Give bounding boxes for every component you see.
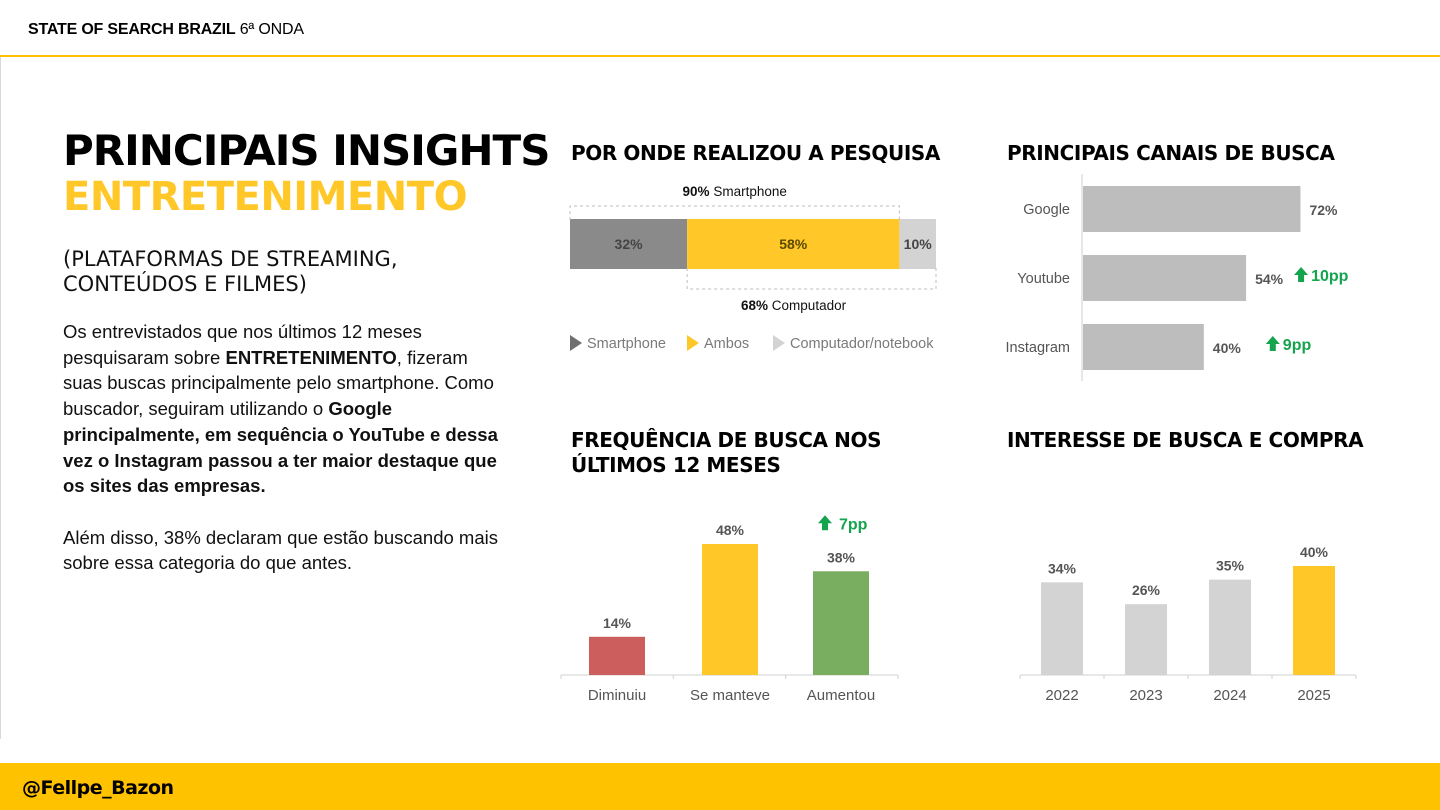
p1-bold-d: Google principalmente, em sequência o Yo… [63, 398, 498, 497]
category-title: ENTRETENIMENTO [63, 174, 468, 220]
channel-value-instagram: 40% [1213, 340, 1242, 356]
report-edition: 6ª ONDA [239, 21, 304, 38]
interest-value-1: 34% [1048, 560, 1077, 576]
interest-value-4: 40% [1300, 544, 1329, 560]
computer-total-text: Computador [772, 298, 847, 313]
frequency-category-2: Se manteve [690, 687, 770, 704]
stack-label-2: 58% [779, 236, 808, 252]
computer-total-pct: 68% [741, 298, 772, 313]
p1-text-c: , fizeram suas buscas principalmente pel… [63, 346, 494, 420]
interest-bar-chart: 34% 2022 26% 2023 35% 2024 40% 2025 [1019, 544, 1357, 704]
frequency-category-3: Aumentou [807, 687, 875, 704]
channel-label-google: Google [1023, 202, 1070, 218]
interest-value-3: 35% [1216, 558, 1245, 574]
smartphone-total-bracket [569, 205, 900, 220]
category-subtitle: (PLATAFORMAS DE STREAMING, CONTEÚDOS E F… [63, 247, 483, 297]
frequency-title-line-1: FREQUÊNCIA DE BUSCA NOS [571, 428, 882, 452]
interest-value-2: 26% [1132, 582, 1161, 598]
insights-body: Os entrevistados que nos últimos 12 mese… [63, 319, 503, 576]
frequency-chart-title: FREQUÊNCIA DE BUSCA NOS ÚLTIMOS 12 MESES [571, 428, 882, 478]
frequency-bar-chart: 14% Diminuiu 48% Se manteve 38% Aumentou 7pp [560, 515, 899, 704]
stack-label-3: 10% [904, 236, 933, 252]
interest-bar-4 [1293, 566, 1335, 675]
interest-category-3: 2024 [1213, 687, 1246, 704]
frequency-change-arrow-icon [818, 515, 832, 531]
interest-bar-1 [1041, 582, 1083, 675]
frequency-value-3: 38% [827, 549, 856, 565]
interest-category-4: 2025 [1297, 687, 1330, 704]
channel-bar-instagram [1083, 324, 1204, 370]
legend-label-2: Ambos [704, 336, 749, 352]
interest-bar-3 [1209, 579, 1251, 675]
channel-change-arrow-icon [1265, 336, 1280, 351]
computer-total-label: 68% Computador [741, 298, 847, 313]
report-title: STATE OF SEARCH BRAZIL 6ª ONDA [28, 21, 304, 39]
legend-marker-1 [570, 335, 582, 351]
device-stacked-chart: 32% 58% 10% 90% Smartphone 68% Computador Sma… [569, 184, 937, 352]
left-divider [0, 57, 1, 739]
header-bar: STATE OF SEARCH BRAZIL 6ª ONDA [0, 0, 1440, 57]
legend-label-3: Computador/notebook [790, 336, 934, 352]
frequency-category-1: Diminuiu [588, 687, 646, 704]
insights-paragraph-2: Além disso, 38% declaram que estão busca… [63, 526, 498, 574]
interest-bar-2 [1125, 604, 1167, 675]
channel-value-youtube: 54% [1255, 271, 1284, 287]
p1-bold-b: ENTRETENIMENTO [225, 346, 397, 368]
computer-total-bracket [686, 268, 937, 290]
legend-marker-2 [687, 335, 699, 351]
subtitle-line-2: CONTEÚDOS E FILMES) [63, 272, 307, 296]
insights-paragraph-1: Os entrevistados que nos últimos 12 mese… [63, 319, 503, 499]
frequency-bar-2 [702, 544, 758, 675]
channel-bar-youtube [1083, 255, 1247, 301]
legend-marker-3 [773, 335, 785, 351]
frequency-bar-3 [813, 571, 869, 675]
frequency-bar-1 [589, 636, 645, 675]
legend-label-1: Smartphone [587, 336, 666, 352]
channel-label-youtube: Youtube [1017, 271, 1070, 287]
channel-bar-google [1083, 186, 1301, 232]
stack-segment-ambos [687, 219, 900, 269]
interest-category-2: 2023 [1129, 687, 1162, 704]
p1-text-a: Os entrevistados que nos últimos 12 mese… [63, 321, 422, 368]
frequency-title-line-2: ÚLTIMOS 12 MESES [571, 453, 781, 477]
channel-change-instagram: 9pp [1283, 337, 1312, 354]
channel-label-instagram: Instagram [1006, 340, 1070, 356]
stack-segment-smartphone [570, 219, 688, 269]
smartphone-total-pct: 90% [683, 184, 714, 199]
frequency-change-3: 7pp [839, 516, 868, 533]
device-chart-title: POR ONDE REALIZOU A PESQUISA [571, 141, 940, 165]
stack-segment-computador-notebook [899, 219, 936, 269]
channel-change-arrow-icon [1294, 267, 1309, 282]
footer-bar: @Fellpe_Bazon [0, 763, 1440, 810]
frequency-value-1: 14% [603, 615, 632, 631]
channels-bar-chart: Google 72% Youtube 54% 10pp Instagram 40% 9pp [1006, 174, 1349, 381]
author-handle: @Fellpe_Bazon [22, 777, 174, 799]
smartphone-total-text: Smartphone [713, 184, 787, 199]
frequency-value-2: 48% [716, 522, 745, 538]
interest-category-1: 2022 [1045, 687, 1078, 704]
channels-chart-title: PRINCIPAIS CANAIS DE BUSCA [1007, 141, 1335, 165]
interest-chart-title: INTERESSE DE BUSCA E COMPRA [1007, 428, 1364, 452]
channel-change-youtube: 10pp [1311, 268, 1349, 285]
stack-label-1: 32% [615, 236, 644, 252]
report-brand: STATE OF SEARCH BRAZIL [28, 21, 236, 38]
channel-value-google: 72% [1309, 202, 1338, 218]
subtitle-line-1: (PLATAFORMAS DE STREAMING, [63, 247, 398, 271]
insights-title: PRINCIPAIS INSIGHTS [63, 126, 550, 175]
smartphone-total-label: 90% Smartphone [683, 184, 787, 199]
